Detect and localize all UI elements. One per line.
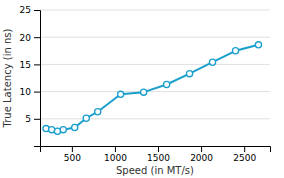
chart: 500 1000 1500 2000 2500 5 10 15 20 25 Speed (in MT… [0, 0, 284, 178]
tick: 5 [25, 114, 40, 124]
tick-mark [244, 146, 245, 152]
tick: 1000 [104, 146, 127, 163]
tick-mark [34, 10, 40, 11]
point [83, 115, 89, 121]
tick-mark [201, 146, 202, 152]
y-axis-title: True Latency (in ns) [2, 29, 13, 129]
tick-label: 15 [20, 60, 31, 70]
point [209, 59, 215, 65]
tick: 20 [20, 33, 40, 43]
x-axis: 500 1000 1500 2000 2500 [41, 146, 271, 163]
grid-line [40, 37, 270, 38]
axis-line [41, 147, 271, 153]
point [95, 109, 101, 115]
tick-mark [34, 64, 40, 65]
tick-label: 2000 [190, 153, 213, 163]
grid-line [40, 64, 270, 65]
grid-line [40, 118, 270, 119]
tick-label: 1500 [147, 153, 170, 163]
grid-line [40, 10, 270, 11]
tick: 10 [20, 87, 40, 97]
tick: 15 [20, 60, 40, 70]
point [164, 81, 170, 87]
y-axis: 5 10 15 20 25 [20, 5, 41, 146]
tick: 25 [20, 5, 40, 15]
tick: 2500 [233, 146, 256, 163]
point [141, 89, 147, 95]
tick-mark [34, 92, 40, 93]
tick-label: 10 [20, 87, 32, 97]
tick-mark [158, 146, 159, 152]
point [255, 42, 261, 48]
line [46, 45, 258, 131]
tick-mark [72, 146, 73, 152]
tick-label: 1000 [104, 153, 127, 163]
point [72, 124, 78, 130]
point [232, 48, 238, 54]
point [186, 71, 192, 77]
tick-label: 25 [20, 5, 31, 15]
tick-mark [115, 146, 116, 152]
point [60, 127, 66, 133]
tick: 1500 [147, 146, 170, 163]
grid-line [40, 91, 270, 92]
marks [43, 42, 262, 135]
tick-mark [34, 119, 40, 120]
tick: 500 [64, 146, 81, 163]
tick: 2000 [190, 146, 213, 163]
point [118, 91, 124, 97]
plot: 500 1000 1500 2000 2500 5 10 15 20 25 [20, 5, 271, 163]
grid [40, 10, 270, 119]
tick-label: 5 [25, 114, 31, 124]
tick-mark [34, 37, 40, 38]
x-axis-title: Speed (in MT/s) [116, 165, 194, 176]
tick-label: 500 [64, 153, 81, 163]
tick-label: 2500 [233, 153, 256, 163]
tick-label: 20 [20, 33, 32, 43]
axis-line [34, 11, 41, 147]
